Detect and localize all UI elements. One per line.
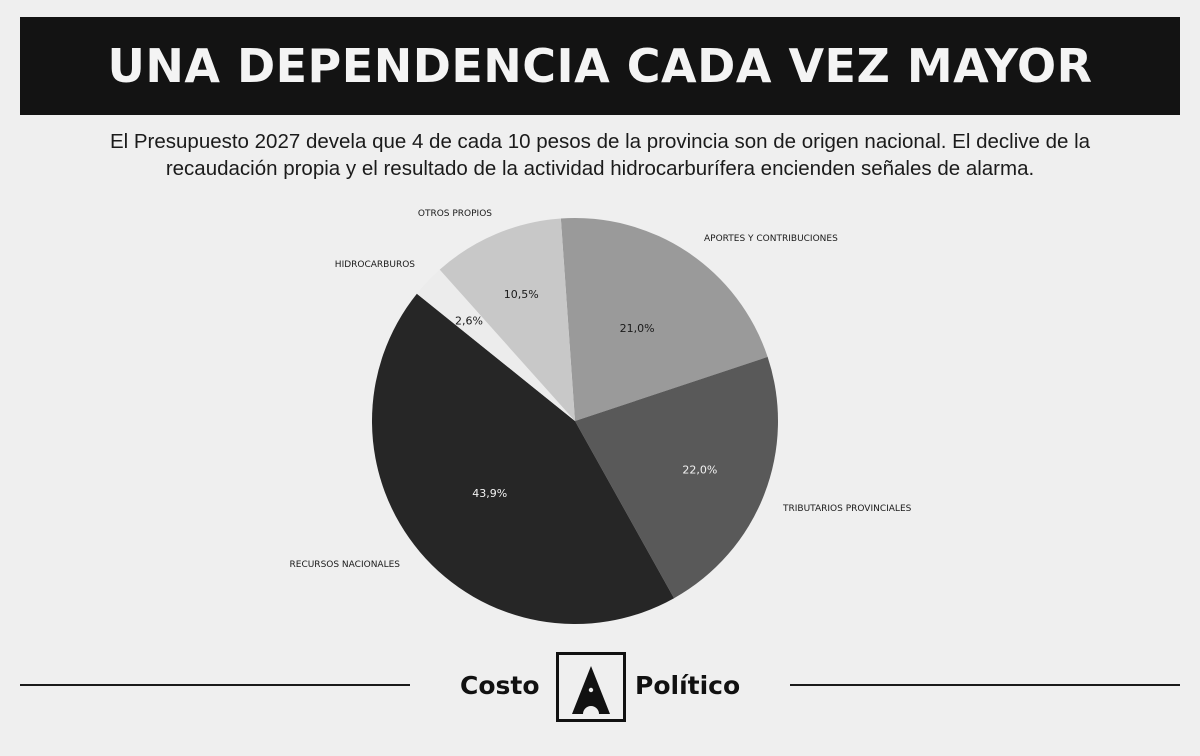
footer-rule-right: [790, 684, 1180, 686]
brand-politico: Político: [635, 671, 741, 700]
subtitle-line-1: El Presupuesto 2027 devela que 4 de cada…: [109, 130, 1091, 153]
subtitle-line-2: recaudación propia y el resultado de la …: [165, 157, 1035, 180]
pie-slice-hidrocarburos: [416, 269, 575, 421]
slice-value-label: 22,0%: [682, 463, 717, 476]
slice-category-label: TRIBUTARIOS PROVINCIALES: [782, 504, 912, 514]
slice-value-label: 21,0%: [620, 322, 655, 335]
pie-slice-recursos-nacionales: [372, 293, 675, 624]
pie-slice-aportes-y-contribuciones: [560, 217, 768, 421]
slice-value-label: 43,9%: [472, 487, 507, 500]
brand-logo-icon: [556, 652, 626, 726]
pie-chart: 21,0% APORTES Y CONTRIBUCIONES 22,0% TRIBUT…: [290, 209, 912, 624]
footer-rule-left: [20, 684, 410, 686]
page-title: UNA DEPENDENCIA CADA VEZ MAYOR: [107, 39, 1093, 93]
pie-slice-tributarios-provinciales: [575, 356, 778, 599]
slice-value-label: 10,5%: [504, 288, 539, 301]
slice-value-label: 2,6%: [455, 314, 483, 327]
subtitle: El Presupuesto 2027 devela que 4 de cada…: [30, 128, 1170, 182]
slice-category-label: RECURSOS NACIONALES: [290, 560, 401, 570]
brand-costo: Costo: [460, 671, 540, 700]
slice-category-label: APORTES Y CONTRIBUCIONES: [704, 234, 838, 244]
pie-slice-otros-propios: [439, 218, 575, 421]
title-bar: UNA DEPENDENCIA CADA VEZ MAYOR: [20, 17, 1180, 115]
slice-category-label: OTROS PROPIOS: [418, 209, 492, 219]
slice-category-label: HIDROCARBUROS: [335, 260, 415, 270]
